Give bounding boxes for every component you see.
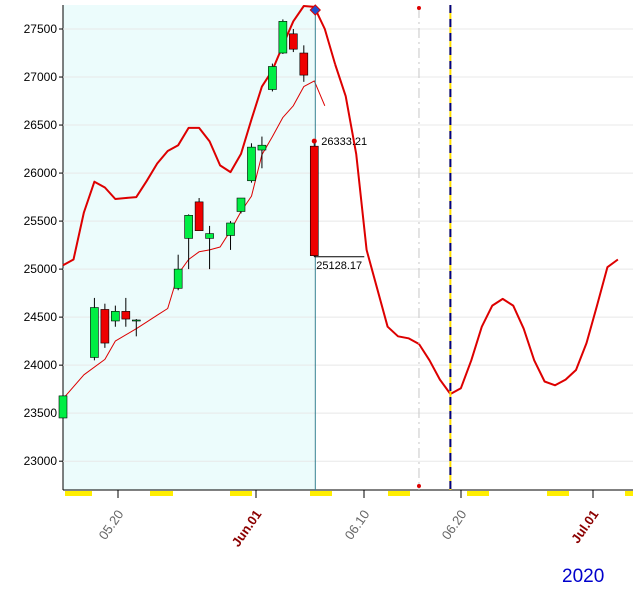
y-tick-label: 27500	[24, 22, 58, 36]
weekend-marker	[467, 491, 489, 496]
x-tick-label: 06.10	[342, 507, 373, 542]
x-tick-label: 06.20	[439, 507, 470, 542]
price-annotations: 26333.21 25128.17	[311, 136, 367, 272]
weekend-marker	[547, 491, 569, 496]
history-background-layer	[62, 5, 633, 491]
candle-down	[299, 52, 309, 76]
y-tick-label: 26500	[24, 118, 58, 132]
current-day-diamond-icon	[309, 4, 321, 16]
forecast-line	[334, 64, 619, 395]
candle-up	[90, 307, 99, 358]
candle-up	[184, 215, 193, 239]
upper-band-path	[62, 5, 337, 267]
forecast-path	[334, 64, 619, 395]
projection-bottom-dot	[416, 484, 421, 488]
candle-up	[268, 66, 277, 90]
candle-up	[257, 144, 267, 151]
candle-down	[121, 311, 131, 320]
candle-up	[226, 222, 235, 236]
y-tick-label: 26000	[24, 166, 58, 180]
y-axis: 23000 23500 24000 24500 25000 25500 26000 26500…	[24, 22, 63, 468]
x-tick-label: Jul.01	[568, 507, 601, 546]
weekend-marker	[230, 491, 252, 496]
y-tick-label: 24500	[24, 310, 58, 324]
y-tick-label: 23000	[24, 454, 58, 468]
candle-up	[278, 21, 288, 54]
projection-top-dot	[416, 6, 421, 10]
candle-down	[194, 201, 204, 231]
candle-up	[236, 197, 246, 212]
y-tick-label: 27000	[24, 70, 58, 84]
gridlines-layer	[63, 28, 633, 462]
vertical-markers	[309, 4, 452, 490]
weekend-marker	[625, 491, 633, 496]
year-label: 2020	[562, 566, 605, 587]
candle-down	[309, 145, 319, 256]
candle-down	[289, 33, 298, 50]
y-tick-label: 24000	[24, 358, 58, 372]
candle-up	[173, 268, 183, 289]
x-axis: 05.20 Jun.01 06.10 06.20 Jul.01	[65, 490, 633, 549]
candle-up	[131, 319, 141, 322]
y-tick-label: 23500	[24, 406, 58, 420]
y-tick-label: 25500	[24, 214, 58, 228]
candle-up	[111, 311, 120, 322]
weekend-marker	[310, 491, 332, 496]
candle-up	[205, 233, 214, 239]
x-tick-label: 05.20	[96, 507, 127, 542]
candle-down	[100, 309, 110, 344]
weekend-marker	[388, 491, 410, 496]
x-tick-label: Jun.01	[229, 507, 265, 549]
high-marker	[311, 138, 317, 144]
low-annotation: 25128.17	[316, 260, 362, 272]
candle-up	[247, 146, 256, 182]
high-annotation: 26333.21	[321, 136, 367, 148]
weekend-marker	[150, 491, 173, 496]
weekend-marker	[65, 491, 92, 496]
upper-band-line	[62, 5, 337, 267]
candle-up	[58, 395, 68, 419]
y-tick-label: 25000	[24, 262, 58, 276]
candles	[58, 19, 319, 428]
